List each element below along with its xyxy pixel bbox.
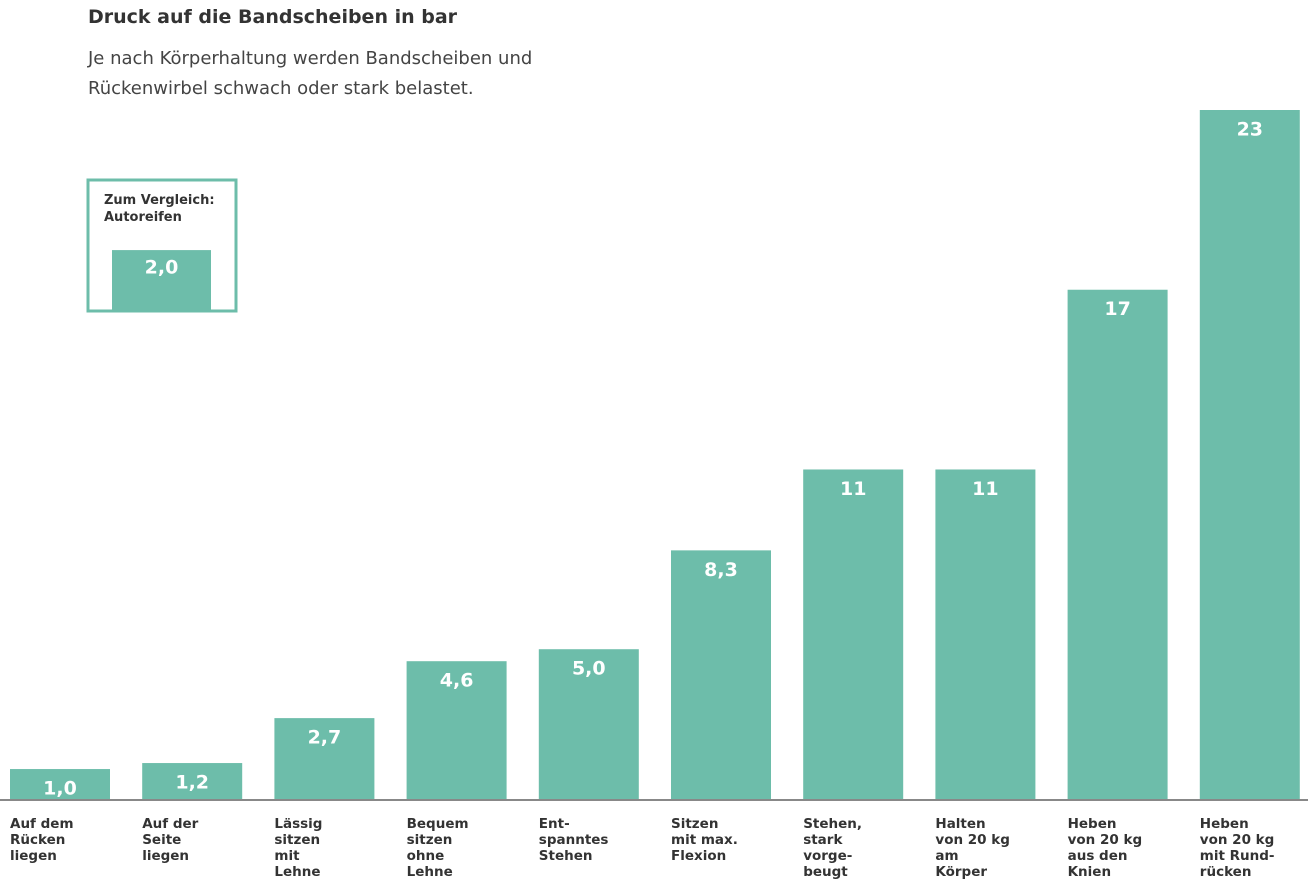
value-label: 1,2: [175, 772, 209, 794]
value-label: 4,6: [440, 670, 474, 692]
value-label: 5,0: [572, 658, 606, 680]
x-tick-label: Sitzen mit max. Flexion: [671, 816, 738, 864]
bar: [10, 769, 110, 799]
value-label: 8,3: [704, 559, 738, 581]
value-label: 11: [840, 478, 866, 500]
x-tick-label: Stehen, stark vorge- beugt: [803, 816, 863, 880]
x-tick-label: Heben von 20 kg aus den Knien: [1067, 816, 1143, 880]
value-label: 17: [1104, 298, 1130, 320]
x-tick-label: Halten von 20 kg am Körper: [935, 816, 1010, 880]
bar: [1067, 289, 1168, 799]
comparison-value-label: 2,0: [145, 257, 179, 279]
bar: [538, 649, 639, 799]
bar: [274, 718, 375, 799]
comparison-label: Zum Vergleich: Autoreifen: [104, 193, 215, 225]
bar: [1199, 110, 1300, 799]
x-tick-label: Bequem sitzen ohne Lehne: [406, 816, 469, 880]
value-label: 2,7: [308, 727, 342, 749]
bar: [935, 469, 1036, 799]
chart-subtitle: Je nach Körperhaltung werden Bandscheibe…: [88, 48, 533, 99]
value-label: 1,0: [43, 778, 77, 800]
bar: [803, 469, 904, 799]
comparison-box: [86, 178, 238, 313]
x-tick-label: Auf dem Rücken liegen: [10, 816, 74, 864]
bar: [406, 661, 507, 799]
bar: [142, 763, 243, 799]
x-tick-label: Auf der Seite liegen: [142, 816, 199, 864]
chart-title: Druck auf die Bandscheiben in bar: [88, 6, 458, 28]
bar: [671, 550, 771, 799]
x-tick-label: Ent- spanntes Stehen: [538, 816, 609, 864]
value-label: 23: [1237, 119, 1263, 141]
x-tick-label: Heben von 20 kg mit Rund- rücken: [1199, 816, 1275, 880]
x-tick-label: Lässig sitzen mit Lehne: [274, 816, 323, 880]
value-label: 11: [972, 478, 998, 500]
comparison-bar: [112, 250, 211, 310]
